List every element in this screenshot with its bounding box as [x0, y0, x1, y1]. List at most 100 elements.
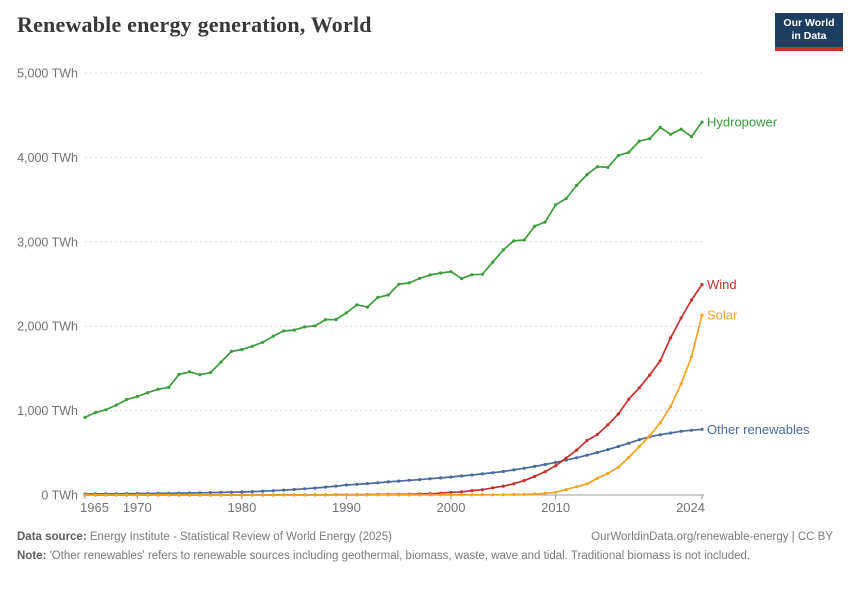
solar-point[interactable] — [533, 492, 537, 496]
solar-point[interactable] — [365, 493, 369, 497]
hydropower-point[interactable] — [93, 410, 98, 415]
wind-point[interactable] — [669, 336, 673, 340]
solar-point[interactable] — [679, 382, 683, 386]
solar-point[interactable] — [146, 493, 150, 497]
hydropower-point[interactable] — [303, 325, 307, 329]
other-renewables-point[interactable] — [397, 479, 401, 483]
hydropower-point[interactable] — [606, 165, 610, 169]
hydropower-point[interactable] — [439, 271, 443, 275]
other-renewables-point[interactable] — [491, 471, 495, 475]
hydropower-point[interactable] — [554, 203, 558, 207]
solar-point[interactable] — [627, 455, 631, 459]
hydropower-point[interactable] — [323, 318, 328, 322]
hydropower-point[interactable] — [188, 370, 192, 374]
other-renewables-point[interactable] — [637, 438, 641, 442]
other-renewables-point[interactable] — [679, 429, 683, 433]
other-renewables-point[interactable] — [250, 490, 254, 494]
solar-point[interactable] — [407, 493, 411, 497]
hydropower-point[interactable] — [376, 295, 380, 299]
wind-point[interactable] — [637, 386, 641, 390]
hydropower-point[interactable] — [282, 329, 286, 333]
other-renewables-point[interactable] — [595, 450, 600, 455]
hydropower-point[interactable] — [627, 150, 631, 154]
solar-point[interactable] — [397, 493, 401, 497]
hydropower-point[interactable] — [428, 273, 432, 277]
solar-point[interactable] — [564, 488, 568, 492]
wind-point[interactable] — [491, 486, 495, 490]
hydropower-point[interactable] — [533, 224, 537, 228]
solar-point[interactable] — [261, 493, 265, 497]
hydropower-point[interactable] — [459, 277, 464, 281]
owid-logo[interactable]: Our World in Data — [775, 13, 843, 51]
wind-point[interactable] — [616, 412, 620, 416]
solar-point[interactable] — [167, 493, 171, 497]
other-renewables-point[interactable] — [292, 487, 296, 492]
solar-point[interactable] — [554, 490, 558, 494]
solar-series[interactable]: Solar — [83, 308, 738, 497]
solar-point[interactable] — [303, 493, 307, 497]
solar-point[interactable] — [344, 493, 348, 497]
other-renewables-point[interactable] — [355, 482, 359, 486]
other-renewables-point[interactable] — [418, 478, 422, 482]
hydropower-point[interactable] — [83, 415, 87, 419]
other-renewables-point[interactable] — [334, 484, 338, 488]
other-renewables-point[interactable] — [240, 490, 244, 494]
hydropower-point[interactable] — [585, 173, 589, 177]
hydropower-point[interactable] — [229, 349, 233, 353]
other-renewables-point[interactable] — [574, 456, 579, 460]
hydropower-point[interactable] — [574, 183, 579, 188]
solar-series-label[interactable]: Solar — [707, 308, 738, 323]
solar-point[interactable] — [83, 493, 87, 497]
hydropower-point[interactable] — [219, 360, 223, 364]
solar-point[interactable] — [428, 493, 432, 497]
other-renewables-point[interactable] — [323, 485, 328, 489]
hydropower-point[interactable] — [397, 282, 401, 286]
other-renewables-point[interactable] — [658, 433, 662, 437]
solar-point[interactable] — [439, 493, 443, 497]
hydropower-point[interactable] — [313, 324, 317, 328]
hydropower-point[interactable] — [198, 373, 202, 377]
solar-point[interactable] — [156, 493, 160, 497]
wind-point[interactable] — [648, 373, 652, 377]
hydropower-point[interactable] — [679, 127, 683, 131]
hydropower-point[interactable] — [292, 328, 296, 332]
solar-point[interactable] — [219, 493, 223, 497]
wind-point[interactable] — [533, 474, 537, 478]
hydropower-point[interactable] — [480, 272, 484, 276]
hydropower-point[interactable] — [167, 385, 171, 389]
hydropower-point[interactable] — [491, 260, 495, 264]
solar-point[interactable] — [658, 421, 662, 425]
hydropower-point[interactable] — [522, 238, 526, 242]
solar-point[interactable] — [188, 493, 192, 497]
wind-series[interactable]: Wind — [83, 277, 737, 497]
wind-point[interactable] — [522, 479, 526, 483]
solar-point[interactable] — [376, 493, 380, 497]
other-renewables-series-label[interactable]: Other renewables — [707, 422, 810, 437]
hydropower-point[interactable] — [564, 197, 568, 201]
hydropower-point[interactable] — [386, 293, 390, 297]
hydropower-point[interactable] — [637, 139, 641, 143]
hydropower-point[interactable] — [177, 372, 181, 376]
wind-point[interactable] — [512, 482, 516, 486]
hydropower-point[interactable] — [616, 153, 620, 158]
other-renewables-point[interactable] — [616, 444, 620, 449]
solar-point[interactable] — [240, 493, 244, 497]
other-renewables-point[interactable] — [554, 460, 558, 464]
hydropower-line[interactable] — [84, 121, 703, 419]
other-renewables-point[interactable] — [449, 475, 453, 479]
hydropower-point[interactable] — [125, 397, 129, 402]
hydropower-point[interactable] — [470, 273, 474, 277]
other-renewables-point[interactable] — [501, 469, 505, 474]
solar-point[interactable] — [104, 493, 108, 497]
hydropower-series[interactable]: Hydropower — [83, 115, 778, 419]
wind-point[interactable] — [564, 456, 568, 460]
wind-point[interactable] — [627, 397, 631, 401]
hydropower-point[interactable] — [271, 334, 275, 338]
solar-point[interactable] — [198, 493, 202, 497]
other-renewables-point[interactable] — [689, 428, 694, 432]
other-renewables-point[interactable] — [585, 453, 589, 457]
hydropower-series-label[interactable]: Hydropower — [707, 115, 778, 130]
solar-point[interactable] — [418, 493, 422, 497]
other-renewables-point[interactable] — [271, 489, 275, 493]
hydropower-point[interactable] — [543, 220, 547, 224]
